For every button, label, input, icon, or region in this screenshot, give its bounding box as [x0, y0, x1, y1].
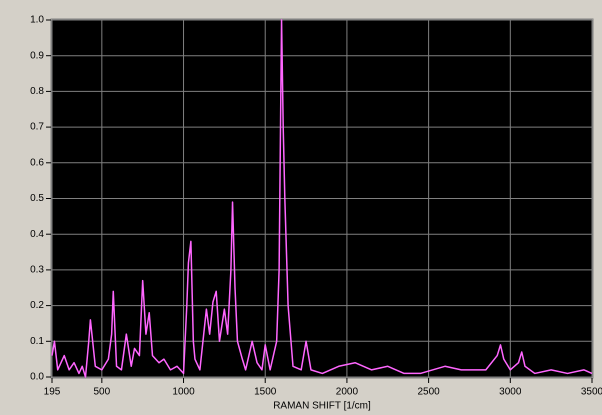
x-tick-label: 500: [93, 387, 110, 398]
y-tick-label: 0.2: [30, 300, 44, 311]
y-tick-label: 0.0: [30, 372, 44, 383]
y-tick-label: 0.4: [30, 229, 44, 240]
x-axis-label: RAMAN SHIFT [1/cm]: [273, 401, 371, 412]
x-tick-label: 3000: [499, 387, 522, 398]
x-tick-label: 1000: [172, 387, 195, 398]
x-tick-label: 2000: [336, 387, 359, 398]
y-tick-label: 0.1: [30, 336, 44, 347]
x-tick-label: 1500: [254, 387, 277, 398]
y-tick-label: 0.8: [30, 86, 44, 97]
x-tick-label: 195: [44, 387, 61, 398]
y-tick-label: 0.9: [30, 50, 44, 61]
y-tick-label: 0.3: [30, 265, 44, 276]
y-tick-label: 0.5: [30, 193, 44, 204]
y-tick-label: 0.7: [30, 122, 44, 133]
spectrum-line: [51, 19, 593, 378]
x-tick-label: 3500: [581, 387, 602, 398]
y-tick-label: 0.6: [30, 157, 44, 168]
y-tick-label: 1.0: [30, 15, 44, 26]
x-tick-label: 2500: [417, 387, 440, 398]
